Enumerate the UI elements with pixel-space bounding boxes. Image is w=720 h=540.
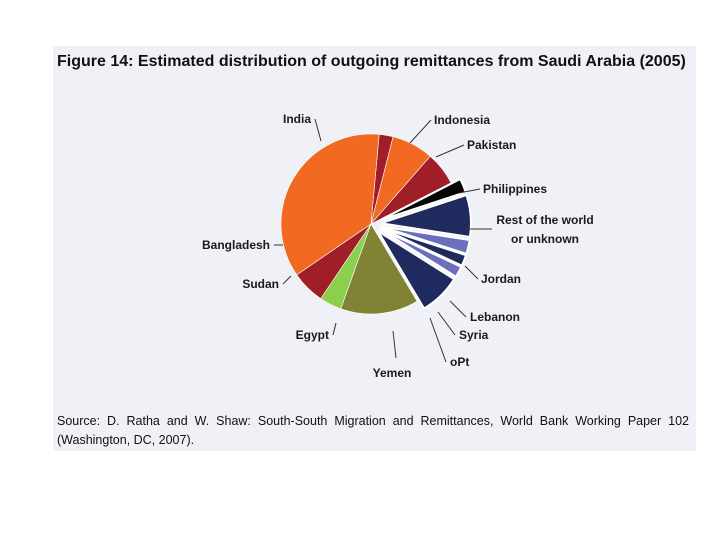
leader-opt: [429, 317, 447, 363]
chart-title: Figure 14: Estimated distribution of out…: [57, 53, 686, 70]
label-pakistan: Pakistan: [467, 138, 516, 152]
label-egypt: Egypt: [296, 328, 329, 342]
leader-lebanon: [449, 300, 467, 318]
label-bangladesh: Bangladesh: [202, 238, 270, 252]
leader-india: [314, 118, 322, 142]
slice-lebanon: [380, 225, 471, 256]
label-rest-of-the-world-or-unknown: Rest of the world or unknown: [496, 213, 593, 246]
label-india: India: [283, 112, 311, 126]
slice-india: [280, 133, 380, 276]
source-note: Source: D. Ratha and W. Shaw: South-Sout…: [57, 414, 689, 447]
leader-yemen: [392, 330, 397, 359]
leader-indonesia: [409, 119, 432, 144]
figure-panel: Figure 14: Estimated distribution of out…: [53, 46, 696, 451]
leader-jordan: [464, 265, 479, 280]
slice-yemen: [377, 230, 456, 310]
label-yemen: Yemen: [373, 366, 412, 380]
label-philippines: Philippines: [483, 182, 547, 196]
slice-opt: [379, 227, 463, 279]
label-opt: oPt: [450, 355, 469, 369]
slice-egypt: [340, 223, 418, 315]
slice-syria: [379, 226, 468, 268]
label-syria: Syria: [459, 328, 489, 342]
leader-syria: [437, 311, 456, 336]
leader-sudan: [282, 275, 292, 285]
label-indonesia: Indonesia: [434, 113, 490, 127]
leader-pakistan: [435, 144, 465, 158]
slice-jordan: [380, 193, 472, 239]
label-lebanon: Lebanon: [470, 310, 520, 324]
pie-chart: Indonesia Pakistan Philippines Rest of the …: [202, 112, 594, 380]
leader-philippines: [458, 188, 481, 194]
leader-egypt: [332, 322, 337, 336]
label-jordan: Jordan: [481, 272, 521, 286]
label-sudan: Sudan: [242, 277, 279, 291]
